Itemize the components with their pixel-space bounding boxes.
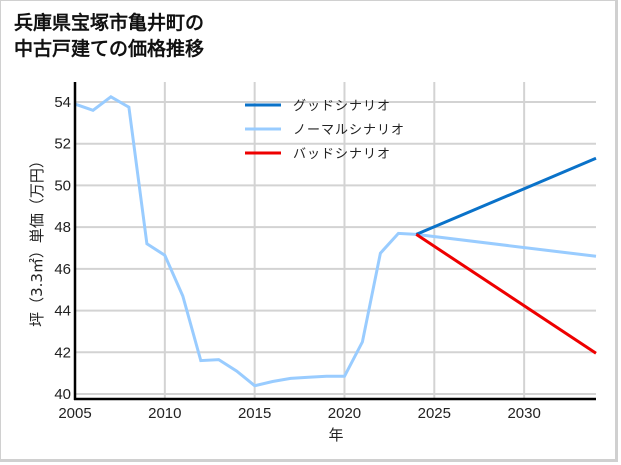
x-axis-label: 年 bbox=[328, 426, 343, 444]
series-bad-line bbox=[415, 233, 597, 355]
series-good-line bbox=[415, 156, 597, 236]
y-tick-label: 54 bbox=[54, 94, 71, 111]
x-tick-label: 2030 bbox=[507, 405, 540, 422]
y-axis-label: 坪（3.3㎡）単価（万円） bbox=[28, 153, 46, 327]
axes bbox=[73, 82, 596, 401]
data-series bbox=[74, 95, 597, 388]
x-tick-label: 2025 bbox=[418, 405, 451, 422]
x-tick-label: 2015 bbox=[238, 405, 271, 422]
x-tick-label: 2005 bbox=[58, 405, 91, 422]
chart-title-line1: 兵庫県宝塚市亀井町の bbox=[14, 12, 205, 34]
legend-label-bad: バッドシナリオ bbox=[293, 147, 391, 162]
x-tick-label: 2010 bbox=[148, 405, 181, 422]
x-tick-label: 2020 bbox=[328, 405, 361, 422]
y-tick-labels: 40 42 44 46 48 50 52 54 bbox=[54, 94, 71, 403]
y-tick-label: 46 bbox=[54, 261, 71, 278]
chart-title-line2: 中古戸建ての価格推移 bbox=[14, 38, 205, 60]
y-tick-label: 52 bbox=[54, 136, 71, 153]
series-normal-line bbox=[74, 95, 597, 388]
legend-label-good: グッドシナリオ bbox=[293, 99, 391, 114]
chart-title: 兵庫県宝塚市亀井町の 中古戸建ての価格推移 bbox=[14, 10, 204, 62]
x-tick-labels: 2005 2010 2015 2020 2025 2030 bbox=[58, 405, 541, 422]
y-tick-label: 50 bbox=[54, 177, 71, 194]
y-tick-label: 42 bbox=[54, 344, 71, 361]
y-tick-label: 48 bbox=[54, 219, 71, 236]
y-tick-label: 44 bbox=[54, 303, 71, 320]
y-tick-label: 40 bbox=[54, 386, 71, 403]
legend-label-normal: ノーマルシナリオ bbox=[293, 123, 405, 138]
